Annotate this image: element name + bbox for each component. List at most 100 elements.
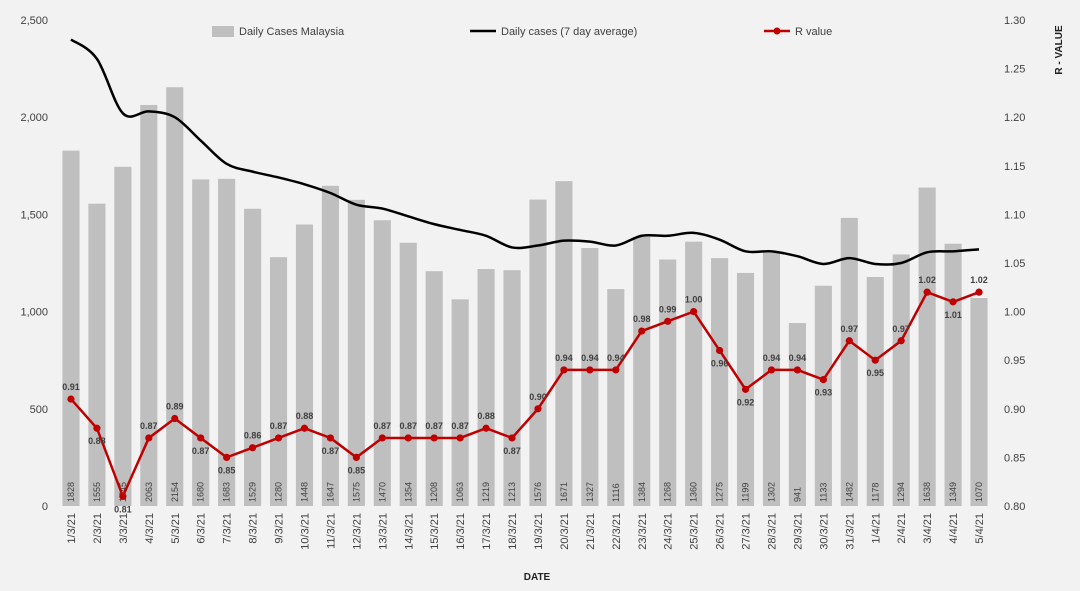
bar [970,297,988,506]
r-value-point [378,434,386,442]
r-value-point [482,424,490,432]
bar [88,203,106,506]
bar [659,259,677,506]
x-tick-label: 13/3/21 [377,513,389,550]
bar [425,271,443,506]
bar-value-label: 1349 [948,482,958,502]
r-value-label: 0.99 [659,304,677,314]
r-value-label: 0.87 [192,446,210,456]
bar-value-label: 1213 [507,482,517,502]
r-value-point [819,376,827,384]
x-tick-label: 3/4/21 [922,513,934,544]
r-value-point [248,444,257,452]
r-value-label: 0.91 [62,382,80,392]
bar [373,220,391,506]
average-line-group [70,38,980,266]
y2-tick-label: 1.20 [1004,112,1025,124]
legend-swatch-bars [212,26,234,37]
bar [166,87,184,507]
r-value-label: 0.87 [503,446,521,456]
bar-value-label: 1647 [325,482,335,502]
y2-tick-label: 0.90 [1004,404,1025,416]
r-value-label: 0.97 [841,324,859,334]
x-tick-label: 6/3/21 [196,513,208,544]
bar-value-label: 1116 [611,483,621,502]
x-tick-label: 10/3/21 [299,513,311,550]
bar-value-label: 1178 [870,483,880,502]
bar-value-label: 1680 [196,482,206,502]
bar [451,299,469,506]
x-tick-label: 8/3/21 [248,513,260,544]
y-tick-label: 0 [42,501,48,513]
bar [555,181,573,506]
bar-value-label: 1448 [299,482,309,502]
bar [269,257,288,506]
r-value-label: 0.94 [555,353,573,363]
bar-value-label: 1575 [351,482,361,502]
r-value-point [871,356,879,364]
r-value-label: 0.88 [477,411,495,421]
r-value-point [612,366,620,374]
x-tick-label: 28/3/21 [766,513,778,550]
r-value-point [715,346,724,355]
bar [633,236,651,507]
r-value-point [197,434,205,442]
r-value-label: 0.87 [140,421,158,431]
r-value-label: 0.85 [218,465,236,475]
bar-value-label: 1683 [222,482,232,502]
bar [892,254,910,506]
r-value-point [664,317,672,325]
x-tick-label: 12/3/21 [351,513,363,550]
r-value-label: 0.95 [866,368,884,378]
r-value-point [456,434,464,442]
r-value-label: 0.88 [88,436,106,446]
bar-value-label: 1638 [922,482,932,502]
legend-marker-r-value [773,27,781,35]
r-value-point [404,434,412,442]
r-value-point [741,385,750,393]
r-value-label: 0.85 [348,465,366,475]
bar [788,323,806,506]
r-value-label: 0.98 [633,314,651,324]
x-tick-label: 4/3/21 [144,513,156,544]
x-tick-label: 19/3/21 [533,513,545,550]
bar-value-label: 1576 [533,482,543,502]
bar [840,217,858,506]
bar [477,269,495,506]
bar-value-label: 1745 [118,482,128,502]
r-value-line-group: 0.91 0.88 0.81 0.87 0.89 0.87 0.85 0.86 0.87 0.88… [62,275,988,514]
r-value-point [93,424,101,432]
y2-tick-label: 0.80 [1004,501,1025,513]
r-value-point [145,434,153,442]
bar [918,187,936,506]
r-value-label: 1.02 [918,275,936,285]
legend-label-bars: Daily Cases Malaysia [239,26,345,38]
x-tick-label: 2/4/21 [896,513,908,544]
r-value-label: 0.94 [581,353,599,363]
r-value-label: 0.90 [529,392,547,402]
bar-value-label: 1354 [403,482,413,502]
y-tick-label: 500 [30,404,48,416]
x-tick-label: 15/3/21 [429,513,441,550]
r-value-point [171,414,179,423]
r-value-point [534,405,542,413]
bar [218,178,236,506]
y2-axis-title: R - VALUE [1054,25,1065,75]
y2-tick-label: 1.00 [1004,307,1025,319]
y2-tick-label: 1.10 [1004,209,1025,221]
bar-value-label: 1360 [689,482,699,502]
x-tick-label: 31/3/21 [844,513,856,550]
y2-tick-label: 1.30 [1004,15,1025,27]
bar-value-label: 1327 [585,482,595,502]
r-value-label: 0.92 [737,397,755,407]
x-tick-label: 4/4/21 [948,513,960,544]
r-value-label: 0.93 [815,388,833,398]
y2-tick-label: 1.15 [1004,161,1025,173]
bar-value-label: 1384 [637,482,647,502]
r-value-label: 0.87 [270,421,288,431]
x-tick-label: 21/3/21 [585,513,597,550]
bar-value-label: 1671 [559,482,569,502]
r-value-label: 0.88 [296,411,314,421]
y-tick-label: 1,500 [20,209,48,221]
x-tick-label: 20/3/21 [559,513,571,550]
